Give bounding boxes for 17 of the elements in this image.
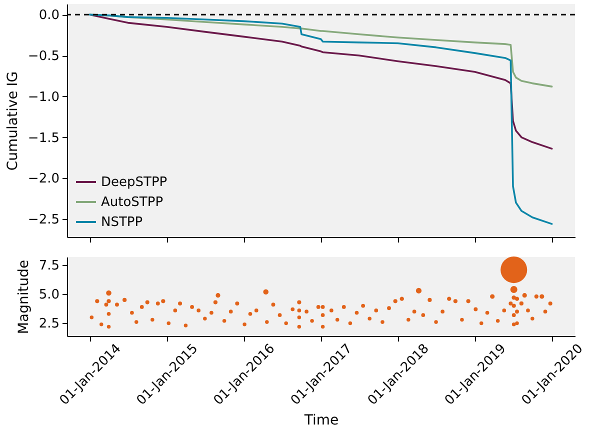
legend-label: NSTPP (101, 215, 143, 230)
legend-label: DeepSTPP (101, 175, 168, 190)
line-series (88, 14, 553, 150)
y-tick-label: −2.5 (28, 212, 60, 228)
y-tick-label: −1.0 (28, 90, 60, 105)
y-axis-title: Magnitude (16, 260, 32, 334)
y-tick-label: −1.5 (28, 130, 60, 146)
y-tick-label: 7.5 (38, 258, 60, 274)
legend-label: AutoSTPP (101, 195, 164, 210)
y-tick-label: −2.0 (28, 172, 60, 187)
y-tick-label: −0.5 (28, 49, 60, 64)
line-series (88, 14, 553, 225)
y-tick-label: 2.5 (38, 316, 60, 332)
x-axis-title: Time (303, 412, 339, 429)
y-axis-title: Cumulative IG (4, 71, 21, 171)
y-tick-label: 0.0 (38, 8, 60, 24)
y-tick-label: 5.0 (38, 288, 60, 303)
